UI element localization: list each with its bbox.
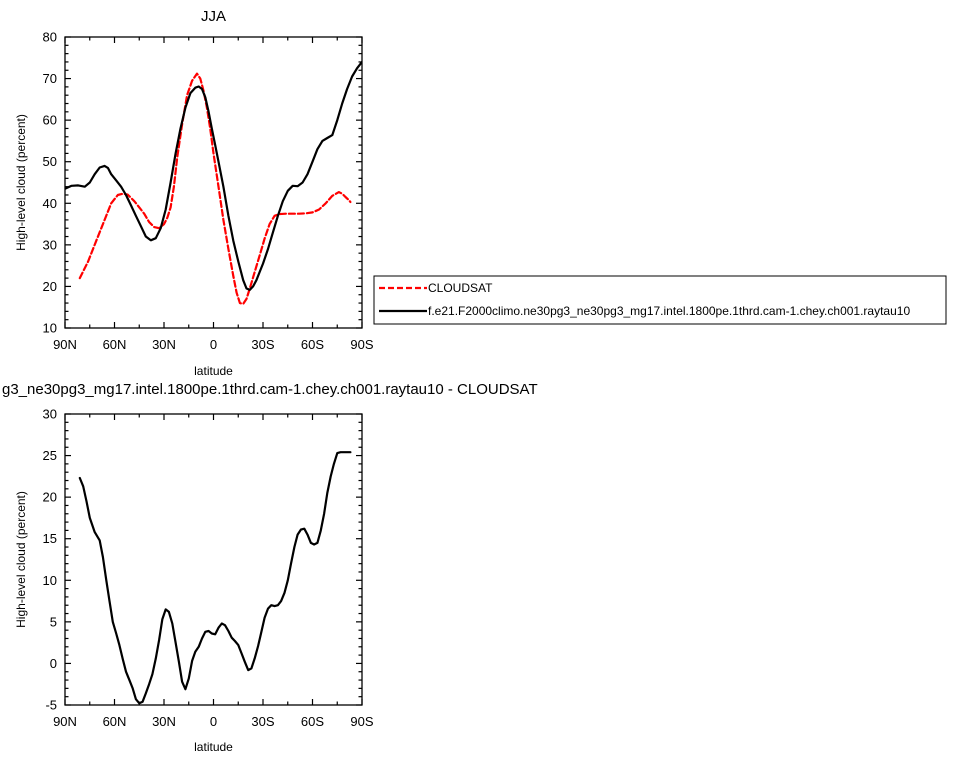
top-y-tick-label: 30: [43, 237, 57, 252]
bottom-x-tick-label: 90N: [53, 714, 77, 729]
top-x-tick-label: 0: [210, 337, 217, 352]
top-y-tick-label: 80: [43, 30, 57, 45]
bottom-y-tick-label: 30: [43, 407, 57, 422]
bottom-x-axis-label: latitude: [194, 740, 233, 754]
top-x-tick-label: 30S: [251, 337, 274, 352]
top-x-tick-label: 60S: [301, 337, 324, 352]
bottom-y-axis-label: High-level cloud (percent): [14, 491, 28, 628]
bottom-x-tick-label: 90S: [350, 714, 373, 729]
bottom-y-tick-label: 0: [50, 656, 57, 671]
top-panel: JJA 90N 60N 30N 0 30S 60S 90S 10 20 30 40 50 60 70 80…: [14, 8, 374, 378]
top-x-tick-label: 90N: [53, 337, 77, 352]
top-x-axis-label: latitude: [194, 364, 233, 378]
bottom-y-tick-label: -5: [45, 698, 57, 713]
bottom-x-tick-label: 30N: [152, 714, 176, 729]
top-y-tick-label: 60: [43, 113, 57, 128]
bottom-y-tick-label: 25: [43, 448, 57, 463]
bottom-chart-title: g3_ne30pg3_mg17.intel.1800pe.1thrd.cam-1…: [2, 381, 538, 398]
bottom-x-tick-label: 0: [210, 714, 217, 729]
top-y-tick-label: 40: [43, 196, 57, 211]
bottom-x-tick-label: 30S: [251, 714, 274, 729]
bottom-plot-frame: [64, 413, 363, 706]
bottom-y-tick-label: 10: [43, 573, 57, 588]
top-y-tick-label: 70: [43, 71, 57, 86]
bottom-y-tick-label: 5: [50, 614, 57, 629]
legend-label-cloudsat: CLOUDSAT: [428, 281, 493, 295]
legend: CLOUDSAT f.e21.F2000climo.ne30pg3_ne30pg…: [373, 275, 947, 325]
top-series-line-2: [65, 60, 362, 291]
legend-label-model: f.e21.F2000climo.ne30pg3_ne30pg3_mg17.in…: [428, 304, 910, 318]
bottom-x-tick-label: 60S: [301, 714, 324, 729]
bottom-panel: g3_ne30pg3_mg17.intel.1800pe.1thrd.cam-1…: [2, 381, 538, 754]
top-x-tick-label: 30N: [152, 337, 176, 352]
bottom-y-tick-label: 15: [43, 531, 57, 546]
top-y-tick-label: 50: [43, 154, 57, 169]
bottom-x-tick-label: 60N: [103, 714, 127, 729]
top-y-tick-label: 20: [43, 279, 57, 294]
top-x-tick-label: 90S: [350, 337, 373, 352]
top-chart-title: JJA: [201, 8, 226, 25]
top-x-tick-label: 60N: [103, 337, 127, 352]
top-y-tick-label: 10: [43, 321, 57, 336]
top-series-line-1: [78, 72, 352, 305]
top-plot-frame: [64, 36, 363, 329]
top-y-axis-label: High-level cloud (percent): [14, 114, 28, 251]
legend-box: [373, 275, 947, 325]
bottom-y-tick-label: 20: [43, 490, 57, 505]
bottom-series-line-1: [78, 451, 352, 705]
